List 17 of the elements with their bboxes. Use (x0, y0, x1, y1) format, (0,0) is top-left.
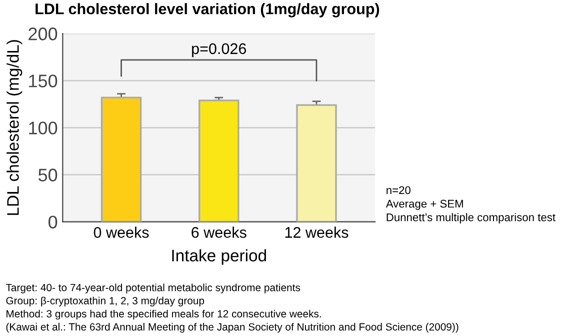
x-tick-label: 6 weeks (192, 226, 246, 238)
text: Target: 40- to 74-year-old potential metabolic syndrome patients Group: β-cryptoxathin 1, 2, 3 mg/day group Method: 3 groups had the specified meals for 12 consecutive weeks. (Kawai et al.: The 63rd Annual Meeting of the Japan Society of Nutrition and Food Science (2009)) (6, 284, 458, 333)
annotation: p=0.026 (192, 43, 246, 58)
y-axis-title: LDL cholesterol (mg/dL) (6, 40, 22, 215)
bar (100, 96, 142, 222)
text: n=20 Average + SEM Dunnett’s multiple comparison test (386, 186, 556, 224)
y-tick-label: 200 (28, 28, 58, 40)
y-tick-label: 50 (38, 168, 58, 182)
x-axis-title: Intake period (172, 249, 266, 265)
bar (198, 100, 240, 222)
x-tick-label: 12 weeks (285, 226, 348, 238)
y-tick-label: 100 (29, 122, 58, 134)
x-tick-label: 0 weeks (94, 226, 149, 238)
bar (296, 104, 337, 222)
y-tick-label: 0 (48, 216, 58, 228)
chart-title: LDL cholesterol level variation (1mg/day group) (36, 3, 380, 18)
y-tick-label: 150 (29, 74, 58, 88)
